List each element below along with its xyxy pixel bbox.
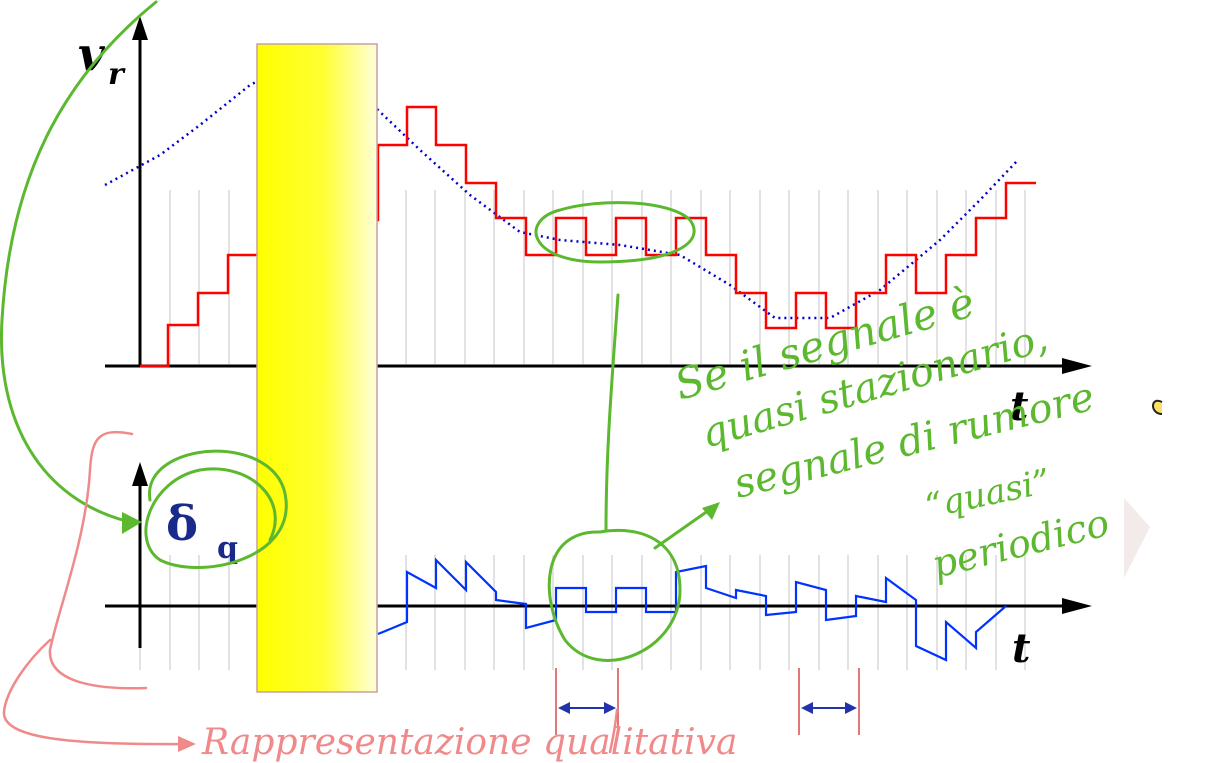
period-markers [555, 668, 860, 735]
green-handwriting-strokes [0, 0, 720, 662]
highlight-bar [256, 43, 378, 693]
chevron-right-icon [1124, 498, 1150, 578]
analog-signal-curve [104, 58, 1019, 320]
quantization-error-signal [377, 557, 1007, 662]
pink-bracket [2, 430, 619, 754]
top-y-axis-subscript: r [108, 57, 126, 92]
top-x-axis-label: t [1010, 383, 1029, 430]
bottom-caption: Rappresentazione qualitativa [201, 722, 737, 763]
small-mark [1152, 399, 1163, 415]
bottom-y-axis-label: δ [166, 496, 198, 552]
bottom-y-axis-subscript: q [217, 531, 238, 566]
bottom-x-axis-label: t [1012, 625, 1031, 672]
green-handwritten-note: Se il segnale è quasi stazionario, segna… [669, 277, 1113, 586]
